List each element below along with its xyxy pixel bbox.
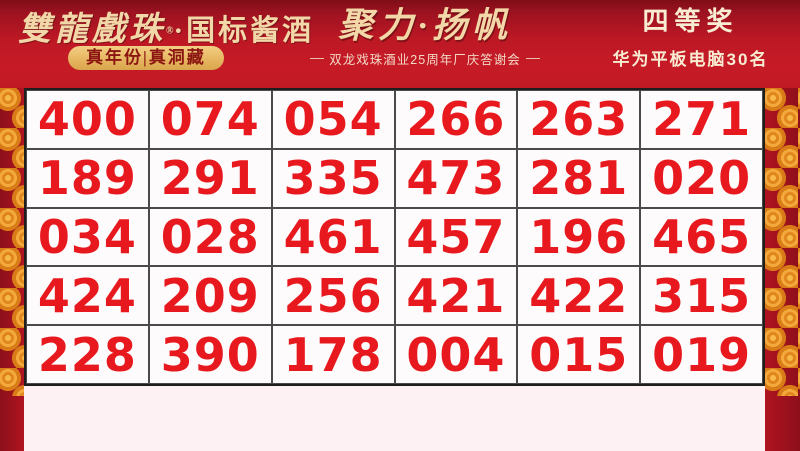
left-dash-line (310, 58, 325, 59)
winning-number-cell: 400 (26, 90, 149, 149)
left-decorative-border (0, 88, 24, 451)
winning-number-cell: 281 (517, 148, 641, 208)
winning-number-cell: 335 (271, 148, 395, 208)
brand-suffix-text: ·国标酱酒 (173, 15, 315, 47)
winning-number-cell: 228 (26, 325, 149, 384)
prize-info-block: 四等奖 华为平板电脑30名 (593, 5, 788, 70)
prize-tier-label: 四等奖 (642, 6, 739, 36)
brand-badge: 真年份|真洞藏 (68, 46, 224, 70)
winning-number-cell: 263 (517, 90, 641, 149)
winning-number-cell: 015 (517, 325, 641, 384)
winning-number-cell: 422 (517, 266, 641, 326)
brand-calligraphy-text: 雙龍戲珠 (18, 12, 166, 48)
winning-number-cell: 291 (148, 148, 272, 208)
header-banner: 雙龍戲珠®·国标酱酒 真年份|真洞藏 聚力·扬帆 双龙戏珠酒业25周年厂庆答谢会… (0, 0, 800, 88)
winning-number-cell: 020 (640, 148, 763, 208)
right-decorative-border (765, 88, 800, 451)
footer-blank-area (24, 386, 765, 451)
winning-number-cell: 421 (394, 266, 518, 326)
winning-number-cell: 473 (394, 148, 518, 208)
winning-number-cell: 256 (271, 266, 395, 326)
brand-logo: 雙龍戲珠®·国标酱酒 (18, 2, 314, 50)
winning-number-cell: 461 (271, 207, 395, 267)
winning-number-cell: 315 (640, 266, 763, 326)
event-subtitle-text: 双龙戏珠酒业25周年厂庆答谢会 (329, 53, 521, 67)
winning-number-cell: 054 (271, 90, 395, 149)
winning-number-cell: 424 (26, 266, 149, 326)
winning-number-cell: 034 (26, 207, 149, 267)
winning-number-cell: 004 (394, 325, 518, 384)
winning-number-cell: 457 (394, 207, 518, 267)
winning-number-cell: 266 (394, 90, 518, 149)
winning-number-cell: 271 (640, 90, 763, 149)
winning-number-cell: 019 (640, 325, 763, 384)
event-subtitle: 双龙戏珠酒业25周年厂庆答谢会 (305, 49, 545, 68)
winning-number-cell: 189 (26, 148, 149, 208)
winning-number-cell: 028 (148, 207, 272, 267)
right-dash-line (525, 58, 540, 59)
winning-number-cell: 074 (148, 90, 272, 149)
gold-cloud-pattern (765, 88, 800, 396)
winning-number-cell: 390 (148, 325, 272, 384)
winning-number-cell: 178 (271, 325, 395, 384)
prize-detail-label: 华为平板电脑30名 (612, 50, 769, 69)
registered-trademark-mark: ® (166, 25, 174, 37)
event-title-block: 聚力·扬帆 双龙戏珠酒业25周年厂庆答谢会 (305, 6, 545, 68)
event-slogan: 聚力·扬帆 (338, 6, 512, 45)
gold-cloud-pattern (0, 88, 24, 396)
winning-number-grid: 400 074 054 266 263 271 189 291 335 473 281 020 034 0… (24, 88, 765, 386)
winning-number-cell: 209 (148, 266, 272, 326)
winning-number-cell: 465 (640, 207, 763, 267)
winning-number-cell: 196 (517, 207, 641, 267)
